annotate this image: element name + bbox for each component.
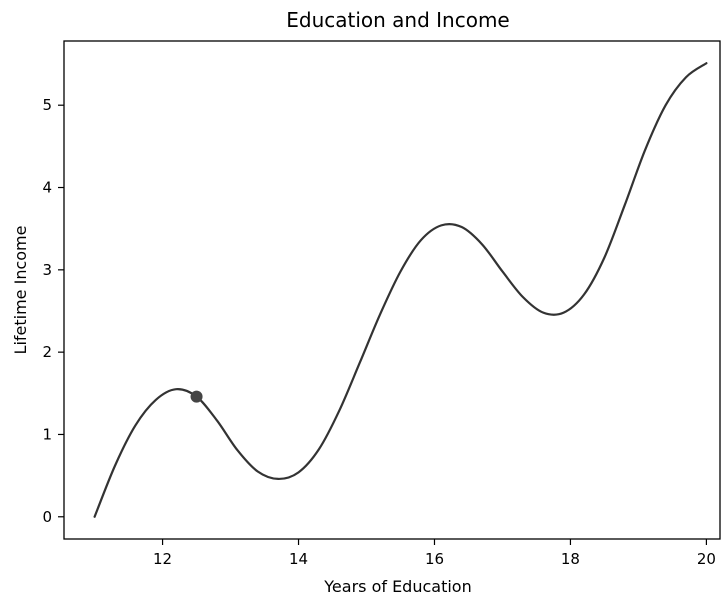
x-tick-label: 12: [153, 550, 172, 568]
y-tick-label: 5: [42, 96, 52, 114]
highlight-point: [190, 390, 203, 403]
y-tick-label: 0: [42, 508, 52, 526]
x-axis-label: Years of Education: [323, 577, 471, 596]
income-curve: [93, 62, 708, 518]
y-tick-label: 1: [42, 425, 52, 443]
x-axis-ticks: 12 14 16 18 20: [153, 539, 716, 568]
chart-title: Education and Income: [286, 8, 510, 32]
y-tick-label: 4: [42, 179, 52, 197]
x-tick-label: 18: [561, 550, 580, 568]
x-tick-label: 20: [697, 550, 716, 568]
y-tick-label: 2: [42, 343, 52, 361]
y-tick-label: 3: [42, 261, 52, 279]
x-tick-label: 14: [289, 550, 308, 568]
x-tick-label: 16: [425, 550, 444, 568]
y-axis-ticks: 0 1 2 3 4 5: [42, 96, 64, 526]
plot-frame: [63, 40, 721, 540]
y-axis-label: Lifetime Income: [11, 226, 30, 355]
